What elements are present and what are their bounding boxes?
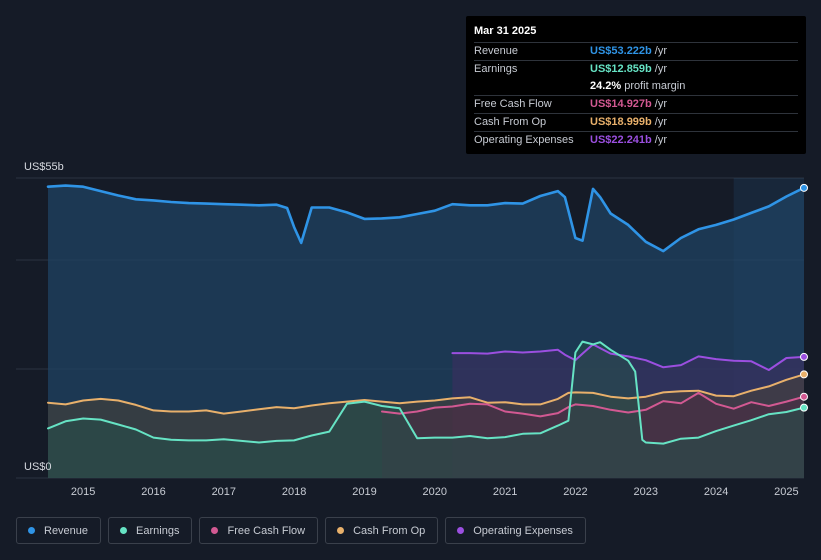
tooltip-row-name: Revenue <box>474 45 519 57</box>
y-axis-bottom-label: US$0 <box>24 461 52 473</box>
legend-item-cash-from-op[interactable]: Cash From Op <box>325 517 439 544</box>
data-tooltip: Mar 31 2025 Revenue US$53.222b/yr Earnings… <box>466 16 806 154</box>
cash-from-op-end-dot <box>800 370 808 379</box>
operating-expenses-line <box>451 343 805 371</box>
tooltip-row: Free Cash Flow US$14.927b/yr <box>474 95 798 113</box>
y-axis-top-label: US$55b <box>24 161 64 173</box>
legend-dot-icon <box>457 527 465 534</box>
tooltip-row-unit: /yr <box>654 45 667 57</box>
legend-label: Free Cash Flow <box>227 524 306 537</box>
free-cash-flow-end-dot <box>800 392 808 401</box>
x-tick-label: 2022 <box>563 486 587 498</box>
x-tick-label: 2018 <box>282 486 306 498</box>
legend-label: Earnings <box>136 524 180 537</box>
earnings-line <box>47 340 805 445</box>
tooltip-row-value: US$22.241b <box>590 134 652 146</box>
tooltip-row-name: Free Cash Flow <box>474 98 552 110</box>
legend-dot-icon <box>120 527 128 534</box>
legend-label: Revenue <box>44 524 89 537</box>
tooltip-row-unit: /yr <box>654 63 667 75</box>
tooltip-row-value: US$18.999b <box>590 116 652 128</box>
revenue-line <box>46 184 806 253</box>
tooltip-row-unit: profit margin <box>624 80 686 92</box>
tooltip-row-name: Operating Expenses <box>474 134 574 146</box>
legend-dot-icon <box>211 527 219 534</box>
x-tick-label: 2020 <box>423 486 447 498</box>
tooltip-row: Revenue US$53.222b/yr <box>474 42 798 60</box>
x-tick-label: 2015 <box>71 486 95 498</box>
x-tick-label: 2024 <box>704 486 728 498</box>
legend-dot-icon <box>28 527 35 534</box>
x-tick-label: 2023 <box>634 486 658 498</box>
tooltip-row-unit: /yr <box>654 134 667 146</box>
tooltip-row: 24.2% profit margin <box>474 78 798 95</box>
legend-item-earnings[interactable]: Earnings <box>108 517 193 544</box>
earnings-area <box>48 341 804 478</box>
revenue-end-dot <box>800 183 808 192</box>
tooltip-row-name: Cash From Op <box>474 116 547 128</box>
series-end-dots <box>800 183 808 412</box>
x-axis-ticks: 2015 2016 2017 2018 2019 2020 2021 2022 2023 2024… <box>71 486 799 498</box>
legend-dot-icon <box>337 527 345 534</box>
series-lines <box>46 184 806 445</box>
free-cash-flow-line <box>381 391 805 418</box>
x-tick-label: 2016 <box>141 486 165 498</box>
x-tick-label: 2019 <box>352 486 376 498</box>
legend-item-free-cash-flow[interactable]: Free Cash Flow <box>199 517 319 544</box>
tooltip-row-unit: /yr <box>654 116 667 128</box>
tooltip-row-value: US$14.927b <box>590 98 652 110</box>
earnings-end-dot <box>800 403 808 412</box>
tooltip-row-name: Earnings <box>474 63 518 75</box>
tooltip-row: Earnings US$12.859b/yr <box>474 60 798 78</box>
legend-label: Operating Expenses <box>473 524 573 537</box>
tooltip-row: Cash From Op US$18.999b/yr <box>474 113 798 131</box>
x-tick-label: 2025 <box>774 486 798 498</box>
x-tick-label: 2021 <box>493 486 517 498</box>
legend-item-revenue[interactable]: Revenue <box>16 517 102 544</box>
cash-from-op-line <box>47 373 805 415</box>
operating-expenses-end-dot <box>800 352 808 361</box>
series-areas <box>48 185 804 478</box>
legend-item-operating-expenses[interactable]: Operating Expenses <box>445 517 586 544</box>
tooltip-row-value: US$53.222b <box>590 45 652 57</box>
tooltip-row-name <box>474 78 590 95</box>
tooltip-row-value: US$12.859b <box>590 63 652 75</box>
tooltip-row-unit: /yr <box>654 98 667 110</box>
chart-legend: Revenue Earnings Free Cash Flow Cash From O… <box>16 517 586 544</box>
tooltip-row-value: 24.2% <box>590 80 622 92</box>
tooltip-date: Mar 31 2025 <box>474 25 537 37</box>
tooltip-row: Operating Expenses US$22.241b/yr <box>474 131 798 149</box>
x-tick-label: 2017 <box>212 486 236 498</box>
legend-label: Cash From Op <box>353 524 426 537</box>
